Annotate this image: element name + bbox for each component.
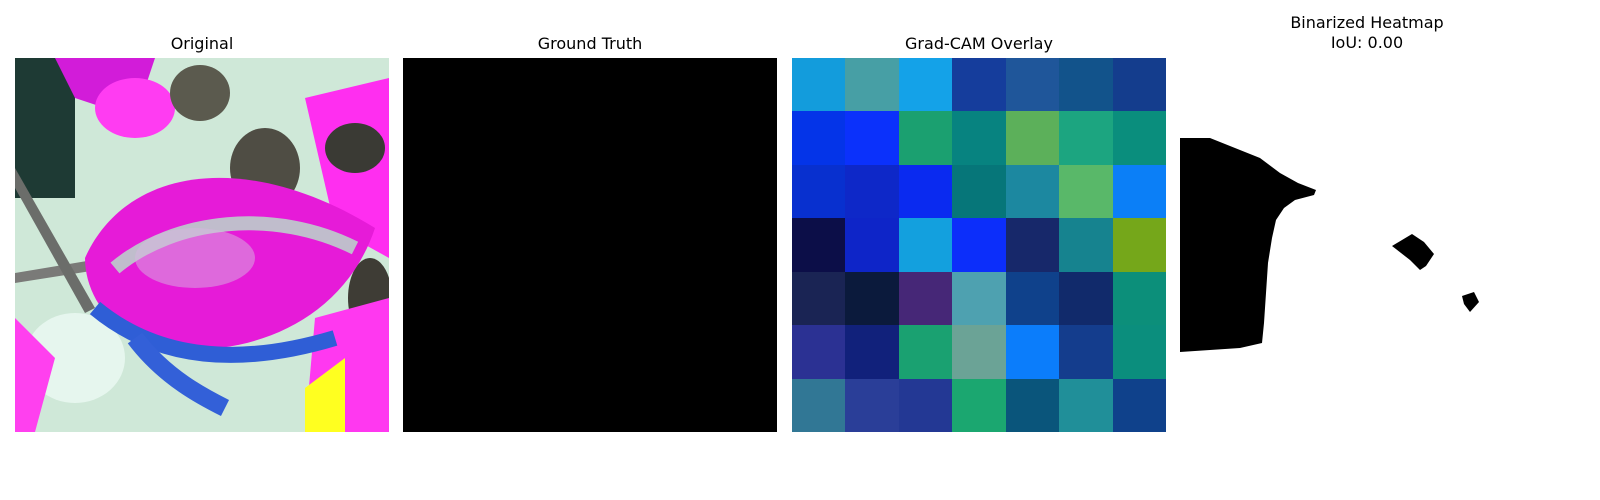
gradcam-cell — [792, 271, 846, 326]
binarized-title: Binarized Heatmap IoU: 0.00 — [1180, 13, 1554, 53]
gradcam-cell — [1005, 325, 1060, 379]
gradcam-cell — [845, 58, 899, 112]
gradcam-cell — [1059, 325, 1113, 379]
gradcam-cell — [845, 378, 899, 432]
leaf-photo-icon — [15, 58, 389, 432]
gradcam-cell — [792, 58, 846, 112]
mask-region-large — [1180, 138, 1316, 352]
gradcam-cell — [1112, 271, 1166, 326]
gradcam-cell — [898, 271, 953, 326]
binarized-heatmap — [1180, 58, 1554, 432]
gradcam-cell — [952, 58, 1006, 112]
gradcam-cell — [792, 164, 846, 219]
gradcam-cell — [1005, 111, 1060, 165]
gradcam-cell — [1112, 58, 1166, 112]
gradcam-cell — [898, 58, 953, 112]
gradcam-cell — [898, 378, 953, 432]
gradcam-cell — [845, 111, 899, 165]
original-title: Original — [170, 34, 234, 53]
gradcam-cell — [1059, 58, 1113, 112]
gradcam-overlay — [792, 58, 1166, 432]
gradcam-cell — [1112, 325, 1166, 379]
gradcam-grid — [792, 58, 1166, 432]
binarized-mask-shapes — [1180, 138, 1479, 352]
gradcam-cell — [1112, 218, 1166, 272]
gradcam-cell — [952, 325, 1006, 379]
gradcam-cell — [1059, 111, 1113, 165]
mask-region-small-2 — [1462, 292, 1479, 312]
gradcam-cell — [898, 325, 953, 379]
gradcam-cell — [1005, 58, 1060, 112]
gradcam-cell — [845, 164, 899, 219]
gradcam-cell — [952, 378, 1006, 432]
gradcam-cell — [792, 378, 846, 432]
gradcam-cell — [845, 325, 899, 379]
gradcam-cell — [792, 218, 846, 272]
gradcam-cell — [952, 218, 1006, 272]
ground-truth-title: Ground Truth — [537, 34, 643, 53]
gradcam-cell — [1005, 378, 1060, 432]
original-image — [15, 58, 389, 432]
gradcam-cell — [1005, 218, 1060, 272]
gradcam-cell — [845, 218, 899, 272]
gradcam-cell — [1059, 164, 1113, 219]
gradcam-title: Grad-CAM Overlay — [905, 34, 1053, 53]
gradcam-cell — [1059, 378, 1113, 432]
gradcam-cell — [952, 164, 1006, 219]
gradcam-cell — [898, 111, 953, 165]
gradcam-cell — [1059, 218, 1113, 272]
gradcam-cell — [898, 164, 953, 219]
gradcam-cell — [898, 218, 953, 272]
gradcam-cell — [1005, 164, 1060, 219]
gradcam-cell — [1112, 378, 1166, 432]
iou-metric: IoU: 0.00 — [1330, 33, 1404, 52]
gradcam-cell — [952, 111, 1006, 165]
mask-region-small-1 — [1392, 234, 1434, 270]
gradcam-cell — [792, 111, 846, 165]
ground-truth-mask — [403, 58, 777, 432]
gradcam-cell — [952, 271, 1006, 326]
gradcam-cell — [792, 325, 846, 379]
gradcam-cell — [845, 271, 899, 326]
gradcam-cell — [1059, 271, 1113, 326]
gradcam-cell — [1005, 271, 1060, 326]
binarized-heading: Binarized Heatmap — [1290, 13, 1444, 32]
gradcam-cell — [1112, 164, 1166, 219]
gradcam-cell — [1112, 111, 1166, 165]
